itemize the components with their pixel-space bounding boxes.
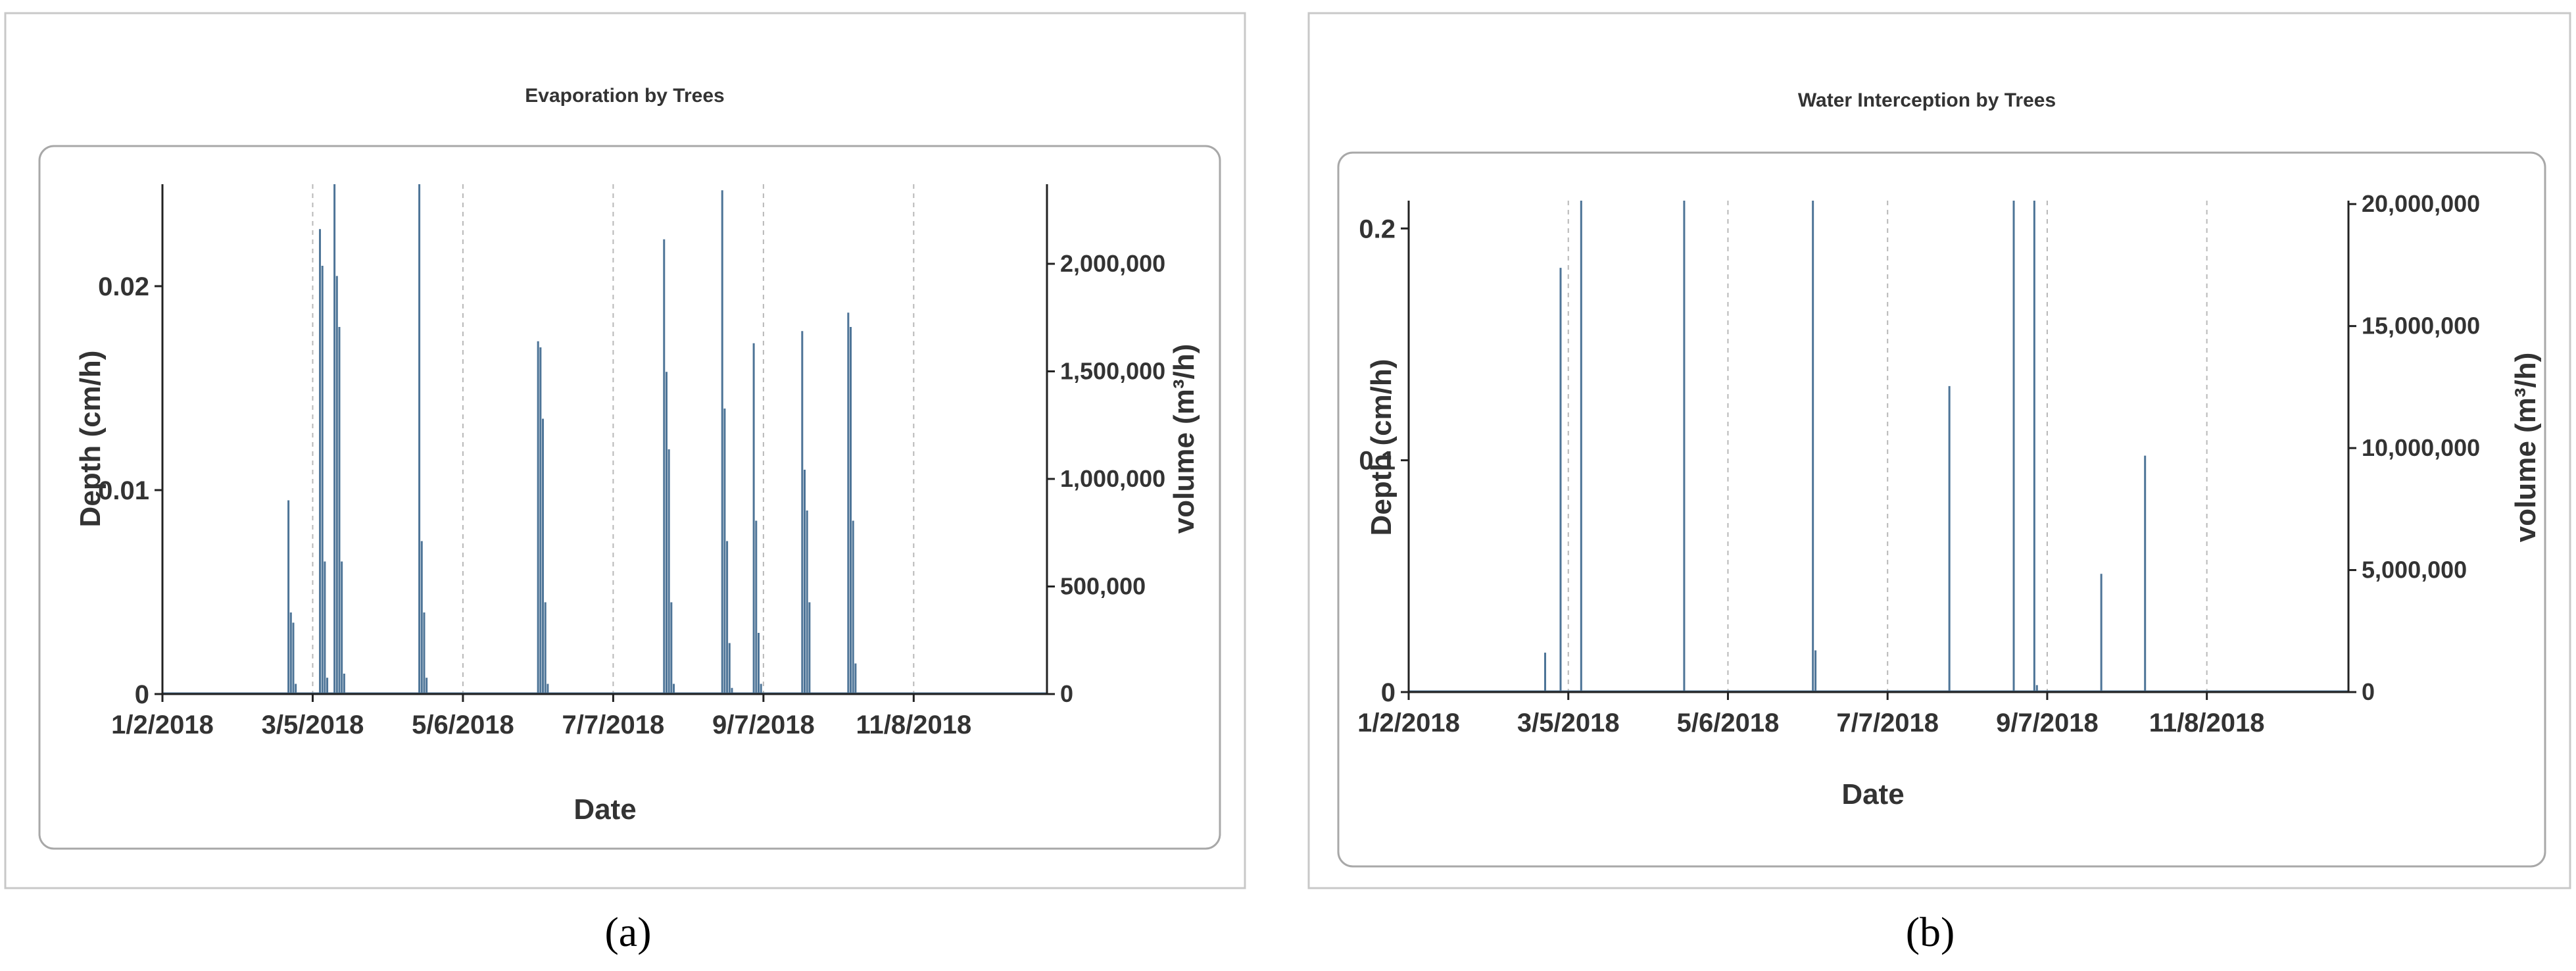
y-ticks-left: 0 0.1 0.2 [1359, 214, 1409, 707]
x-ticks: 1/2/2018 3/5/2018 5/6/2018 7/7/2018 9/7/2018… [111, 694, 971, 739]
x-ticks: 1/2/2018 3/5/2018 5/6/2018 7/7/2018 9/7/2018… [1357, 692, 2265, 737]
panel-label-a: (a) [604, 909, 651, 955]
x-tick-label: 3/5/2018 [262, 710, 364, 739]
y2-tick-label: 2,000,000 [1060, 250, 1165, 277]
y-tick-label: 0.01 [98, 476, 149, 505]
y2-tick-label: 1,000,000 [1060, 465, 1165, 492]
y-ticks-left: 0 0.01 0.02 [98, 272, 162, 709]
chart-title: Water Interception by Trees [1798, 89, 2056, 111]
x-tick-label: 5/6/2018 [412, 710, 514, 739]
x-tick-label: 5/6/2018 [1677, 709, 1780, 737]
y-axis-label: Depth (cm/h) [1365, 359, 1397, 536]
y2-tick-label: 500,000 [1060, 572, 1146, 599]
y2-tick-label: 5,000,000 [2362, 557, 2467, 584]
x-tick-label: 11/8/2018 [856, 710, 971, 739]
chart-title: Evaporation by Trees [525, 85, 724, 107]
x-tick-label: 7/7/2018 [562, 710, 665, 739]
x-tick-label: 9/7/2018 [1996, 709, 2099, 737]
y2-tick-label: 0 [2362, 678, 2375, 705]
y-tick-label: 0 [135, 680, 149, 709]
x-tick-label: 1/2/2018 [1357, 709, 1460, 737]
y2-tick-label: 20,000,000 [2362, 190, 2480, 217]
x-axis-label: Date [1841, 778, 1904, 810]
y-tick-label: 0.2 [1359, 214, 1396, 243]
y-tick-label: 0.1 [1359, 447, 1396, 476]
x-tick-label: 1/2/2018 [111, 710, 214, 739]
y-tick-label: 0 [1381, 678, 1396, 707]
panel-label-b: (b) [1906, 909, 1955, 955]
data-bars [162, 184, 1047, 695]
y2-tick-label: 1,500,000 [1060, 357, 1165, 384]
y2-axis-label: volume (m³/h) [2510, 353, 2542, 542]
y2-tick-label: 10,000,000 [2362, 434, 2480, 461]
x-tick-label: 7/7/2018 [1836, 709, 1939, 737]
y2-tick-label: 0 [1060, 680, 1073, 707]
y2-axis-label: volume (m³/h) [1168, 344, 1200, 534]
y-ticks-right: 0 500,000 1,000,000 1,500,000 2,000,000 [1047, 250, 1165, 707]
x-gridlines [312, 184, 915, 694]
plot-area [1337, 151, 2546, 868]
y-ticks-right: 0 5,000,000 10,000,000 15,000,000 20,000,000 [2348, 190, 2480, 705]
y2-tick-label: 15,000,000 [2362, 312, 2480, 339]
x-gridlines [1567, 201, 2208, 692]
x-tick-label: 9/7/2018 [712, 710, 815, 739]
plot-area [38, 145, 1221, 850]
x-tick-label: 11/8/2018 [2149, 709, 2265, 737]
y-axis-label: Depth (cm/h) [74, 351, 107, 528]
y-tick-label: 0.02 [98, 272, 149, 301]
chart-panel-evaporation: Evaporation by Trees 0 0.01 0.02 0 500,000 1… [4, 12, 1246, 889]
x-axis-label: Date [573, 793, 636, 826]
chart-panel-interception: Water Interception by Trees 0 0.1 0.2 0 5,0… [1307, 12, 2571, 889]
x-tick-label: 3/5/2018 [1517, 709, 1620, 737]
